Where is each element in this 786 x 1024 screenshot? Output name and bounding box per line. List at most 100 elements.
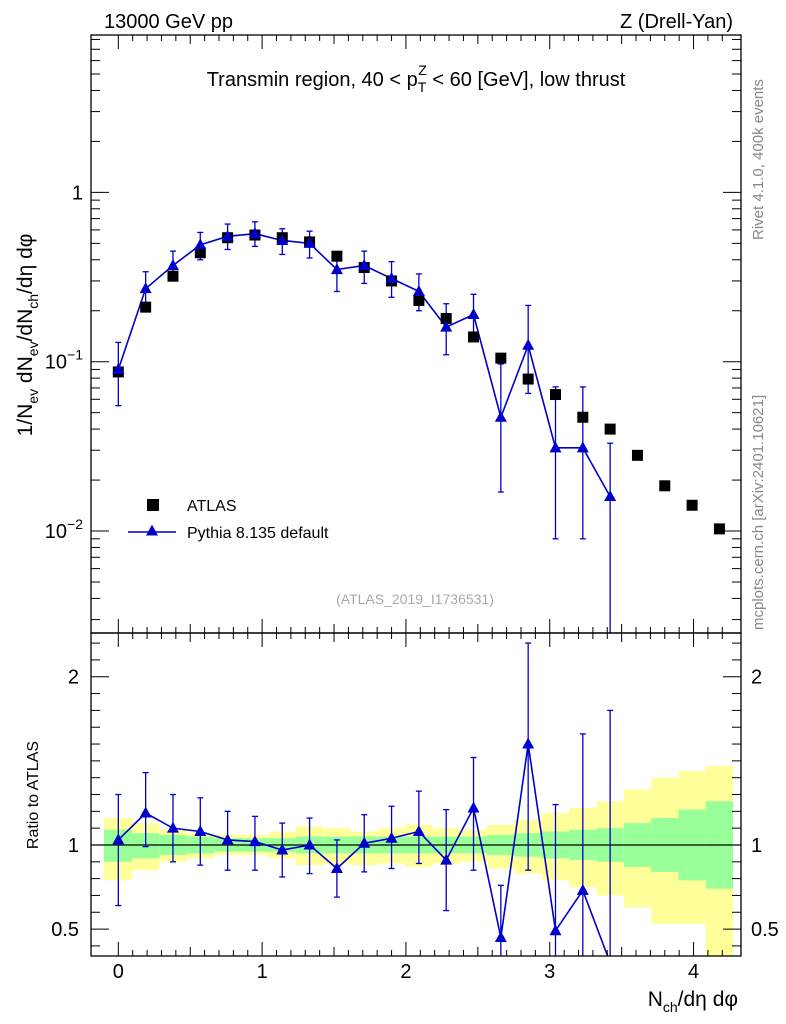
ratio-point bbox=[303, 838, 316, 850]
ratio-point bbox=[494, 930, 507, 942]
main-frame bbox=[90, 34, 742, 634]
ylabel-sub-a: ev bbox=[25, 389, 41, 404]
xlabel-sub: ch bbox=[663, 999, 678, 1015]
ratio-ylabel: Ratio to ATLAS bbox=[25, 741, 42, 849]
xlabel-part-b: /dη dφ bbox=[678, 988, 738, 1011]
title-prefix: Transmin region, 40 < p bbox=[207, 69, 418, 91]
ratio-y-tick-label: 1 bbox=[68, 835, 79, 857]
atlas-point bbox=[167, 270, 179, 282]
ylabel-part-d: /dη dφ bbox=[14, 234, 37, 294]
header-process-label: 13000 GeV pp bbox=[104, 11, 233, 33]
ratio-point bbox=[166, 821, 179, 833]
mc-point bbox=[467, 308, 480, 320]
mc-point bbox=[440, 320, 453, 332]
ylabel-part-c: /dN bbox=[14, 309, 37, 342]
atlas-point bbox=[495, 352, 507, 364]
atlas-point bbox=[659, 480, 671, 492]
main-y-tick-label: 10−1 bbox=[45, 347, 83, 374]
ratio-point bbox=[248, 835, 261, 847]
mc-point bbox=[166, 259, 179, 271]
mc-point bbox=[522, 338, 535, 350]
x-axis-label: Nch/dη dφ bbox=[648, 988, 738, 1015]
ratio-point bbox=[112, 833, 125, 845]
title-subscript: T bbox=[418, 79, 427, 95]
ylabel-part-b: dN bbox=[14, 356, 37, 389]
legend-mc-marker bbox=[146, 524, 158, 536]
x-tick-label: 3 bbox=[544, 961, 555, 983]
atlas-point bbox=[631, 449, 643, 461]
atlas-point bbox=[522, 373, 534, 385]
mc-point bbox=[248, 227, 261, 239]
mc-point bbox=[412, 284, 425, 296]
ratio-y-tick-label-right: 2 bbox=[751, 667, 762, 689]
x-tick-label: 4 bbox=[688, 961, 699, 983]
main-title: Transmin region, 40 < pTZ < 60 [GeV], lo… bbox=[207, 62, 626, 95]
atlas-point bbox=[468, 331, 480, 343]
mc-point bbox=[549, 441, 562, 453]
header-process-name: Z (Drell-Yan) bbox=[620, 11, 733, 33]
ratio-point bbox=[330, 862, 343, 874]
x-tick-label: 1 bbox=[257, 961, 268, 983]
mc-point bbox=[139, 282, 152, 294]
mc-point bbox=[576, 441, 589, 453]
mc-point bbox=[385, 272, 398, 284]
ratio-point bbox=[194, 825, 207, 837]
title-suffix: < 60 [GeV], low thrust bbox=[427, 69, 626, 91]
atlas-point bbox=[194, 247, 206, 259]
ratio-point bbox=[358, 836, 371, 848]
atlas-point bbox=[413, 294, 425, 306]
atlas-point bbox=[549, 389, 561, 401]
atlas-point bbox=[604, 423, 616, 435]
xlabel-part-a: N bbox=[648, 988, 663, 1011]
atlas-point bbox=[713, 523, 725, 535]
ratio-y-tick-label: 0.5 bbox=[51, 919, 79, 941]
mc-point bbox=[358, 259, 371, 271]
mc-point bbox=[494, 410, 507, 422]
ratio-point bbox=[276, 843, 289, 855]
mc-point bbox=[112, 362, 125, 374]
ratio-point bbox=[604, 956, 616, 967]
ratio-point bbox=[221, 833, 234, 845]
ratio-point bbox=[412, 825, 425, 837]
ylabel-sub-b: ev bbox=[25, 341, 41, 356]
ratio-point bbox=[440, 853, 453, 865]
mc-point bbox=[194, 238, 207, 250]
legend: ATLAS Pythia 8.135 default bbox=[128, 498, 329, 542]
ratio-point bbox=[139, 806, 152, 818]
ratio-y-tick-label-right: 0.5 bbox=[751, 919, 779, 941]
main-panel: 10−2 10−1 1 Transmin region, 40 < pTZ < 60… bbox=[14, 34, 742, 634]
ratio-panel: 0.5 0.5 1 1 2 2 0 1 2 3 4 Ratio to ATLAS Nch/dη dφ bbox=[25, 632, 779, 1015]
mc-point bbox=[221, 229, 234, 241]
title-superscript: Z bbox=[418, 62, 427, 78]
rivet-version-label: Rivet 4.1.0, 400k events bbox=[750, 79, 767, 240]
ratio-point bbox=[467, 801, 480, 813]
main-y-tick-label: 1 bbox=[72, 182, 83, 204]
ratio-point bbox=[576, 883, 589, 895]
legend-atlas-label: ATLAS bbox=[187, 498, 237, 515]
ratio-y-tick-label-right: 1 bbox=[751, 835, 762, 857]
x-tick-label: 2 bbox=[400, 961, 411, 983]
atlas-point bbox=[440, 312, 452, 324]
mcplots-label: mcplots.cern.ch [arXiv:2401.10621] bbox=[750, 395, 767, 630]
atlas-point bbox=[331, 250, 343, 262]
ylabel-sub-c: ch bbox=[25, 294, 41, 309]
mc-point bbox=[276, 233, 289, 245]
mc-point bbox=[604, 489, 617, 501]
legend-mc-label: Pythia 8.135 default bbox=[187, 525, 329, 542]
x-tick-label: 0 bbox=[113, 961, 124, 983]
atlas-point bbox=[686, 499, 698, 511]
ylabel-part-a: 1/N bbox=[14, 404, 37, 437]
ratio-point bbox=[549, 924, 562, 936]
ratio-y-tick-label: 2 bbox=[68, 667, 79, 689]
mc-point bbox=[303, 236, 316, 248]
atlas-point bbox=[140, 301, 152, 313]
atlas-point bbox=[577, 411, 589, 423]
mc-point bbox=[330, 263, 343, 275]
analysis-watermark: (ATLAS_2019_I1736531) bbox=[336, 591, 494, 607]
ratio-point bbox=[385, 831, 398, 843]
main-y-tick-label: 10−2 bbox=[45, 516, 83, 543]
main-ylabel: 1/Nev dNev/dNch/dη dφ bbox=[14, 234, 41, 437]
ratio-point bbox=[522, 737, 535, 749]
legend-atlas-marker bbox=[147, 499, 159, 511]
